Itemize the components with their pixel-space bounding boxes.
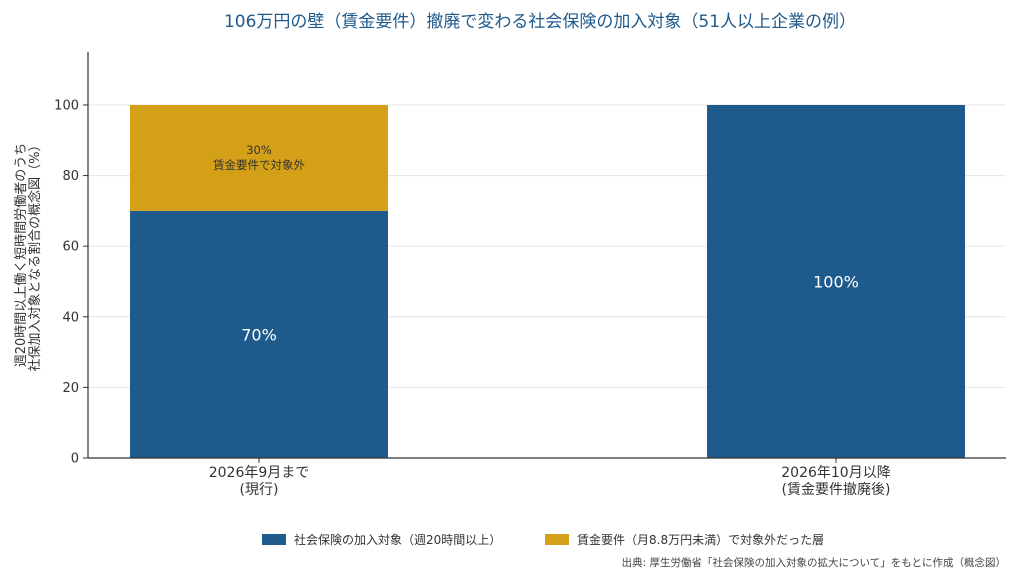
- y-axis-label-line-0: 週20時間以上働く短時間労働者のうち: [14, 143, 29, 368]
- legend-swatch-0: [262, 534, 286, 545]
- x-categories: 2026年9月まで(現行) 2026年10月以降(賃金要件撤廃後): [209, 458, 891, 498]
- x-category-label-0-0: 2026年9月まで: [209, 465, 310, 481]
- x-category-label-1-1: (賃金要件撤廃後): [782, 481, 891, 498]
- data-label-0-0: 70%: [241, 325, 277, 344]
- chart-title: 106万円の壁（賃金要件）撤廃で変わる社会保険の加入対象（51人以上企業の例）: [224, 12, 856, 32]
- bar-0-series-0: [130, 210, 388, 458]
- y-ticks: 0 20 40 60 80 100: [54, 98, 88, 467]
- bar-1-series-0: [707, 104, 965, 459]
- data-label-1-0: 100%: [813, 272, 859, 291]
- y-tick-label-20: 20: [62, 381, 79, 396]
- bars: 70% 30%賃金要件で対象外 100%: [130, 104, 965, 459]
- y-tick-label-40: 40: [62, 310, 79, 325]
- legend-label-1: 賃金要件（月8.8万円未満）で対象外だった層: [577, 532, 824, 547]
- y-axis-label: 週20時間以上働く短時間労働者のうち 社保加入対象となる割合の概念図（%）: [14, 139, 43, 372]
- data-label-0-1-1: 賃金要件で対象外: [213, 158, 305, 172]
- y-tick-label-100: 100: [54, 98, 79, 113]
- legend: 社会保険の加入対象（週20時間以上） 賃金要件（月8.8万円未満）で対象外だった層: [262, 532, 824, 547]
- bar-0-series-1: [130, 104, 388, 211]
- source-note: 出典: 厚生労働省「社会保険の加入対象の拡大について」をもとに作成（概念図）: [622, 556, 1006, 569]
- y-tick-label-60: 60: [62, 240, 79, 255]
- data-label-0-1-0: 30%: [246, 143, 272, 157]
- legend-swatch-1: [545, 534, 569, 545]
- axes: [87, 52, 1006, 459]
- y-tick-label-0: 0: [71, 452, 79, 467]
- y-axis-label-line-1: 社保加入対象となる割合の概念図（%）: [27, 139, 43, 372]
- x-category-label-0-1: (現行): [240, 482, 279, 498]
- y-tick-label-80: 80: [62, 169, 79, 184]
- x-category-label-1-0: 2026年10月以降: [781, 465, 890, 481]
- legend-label-0: 社会保険の加入対象（週20時間以上）: [294, 532, 501, 547]
